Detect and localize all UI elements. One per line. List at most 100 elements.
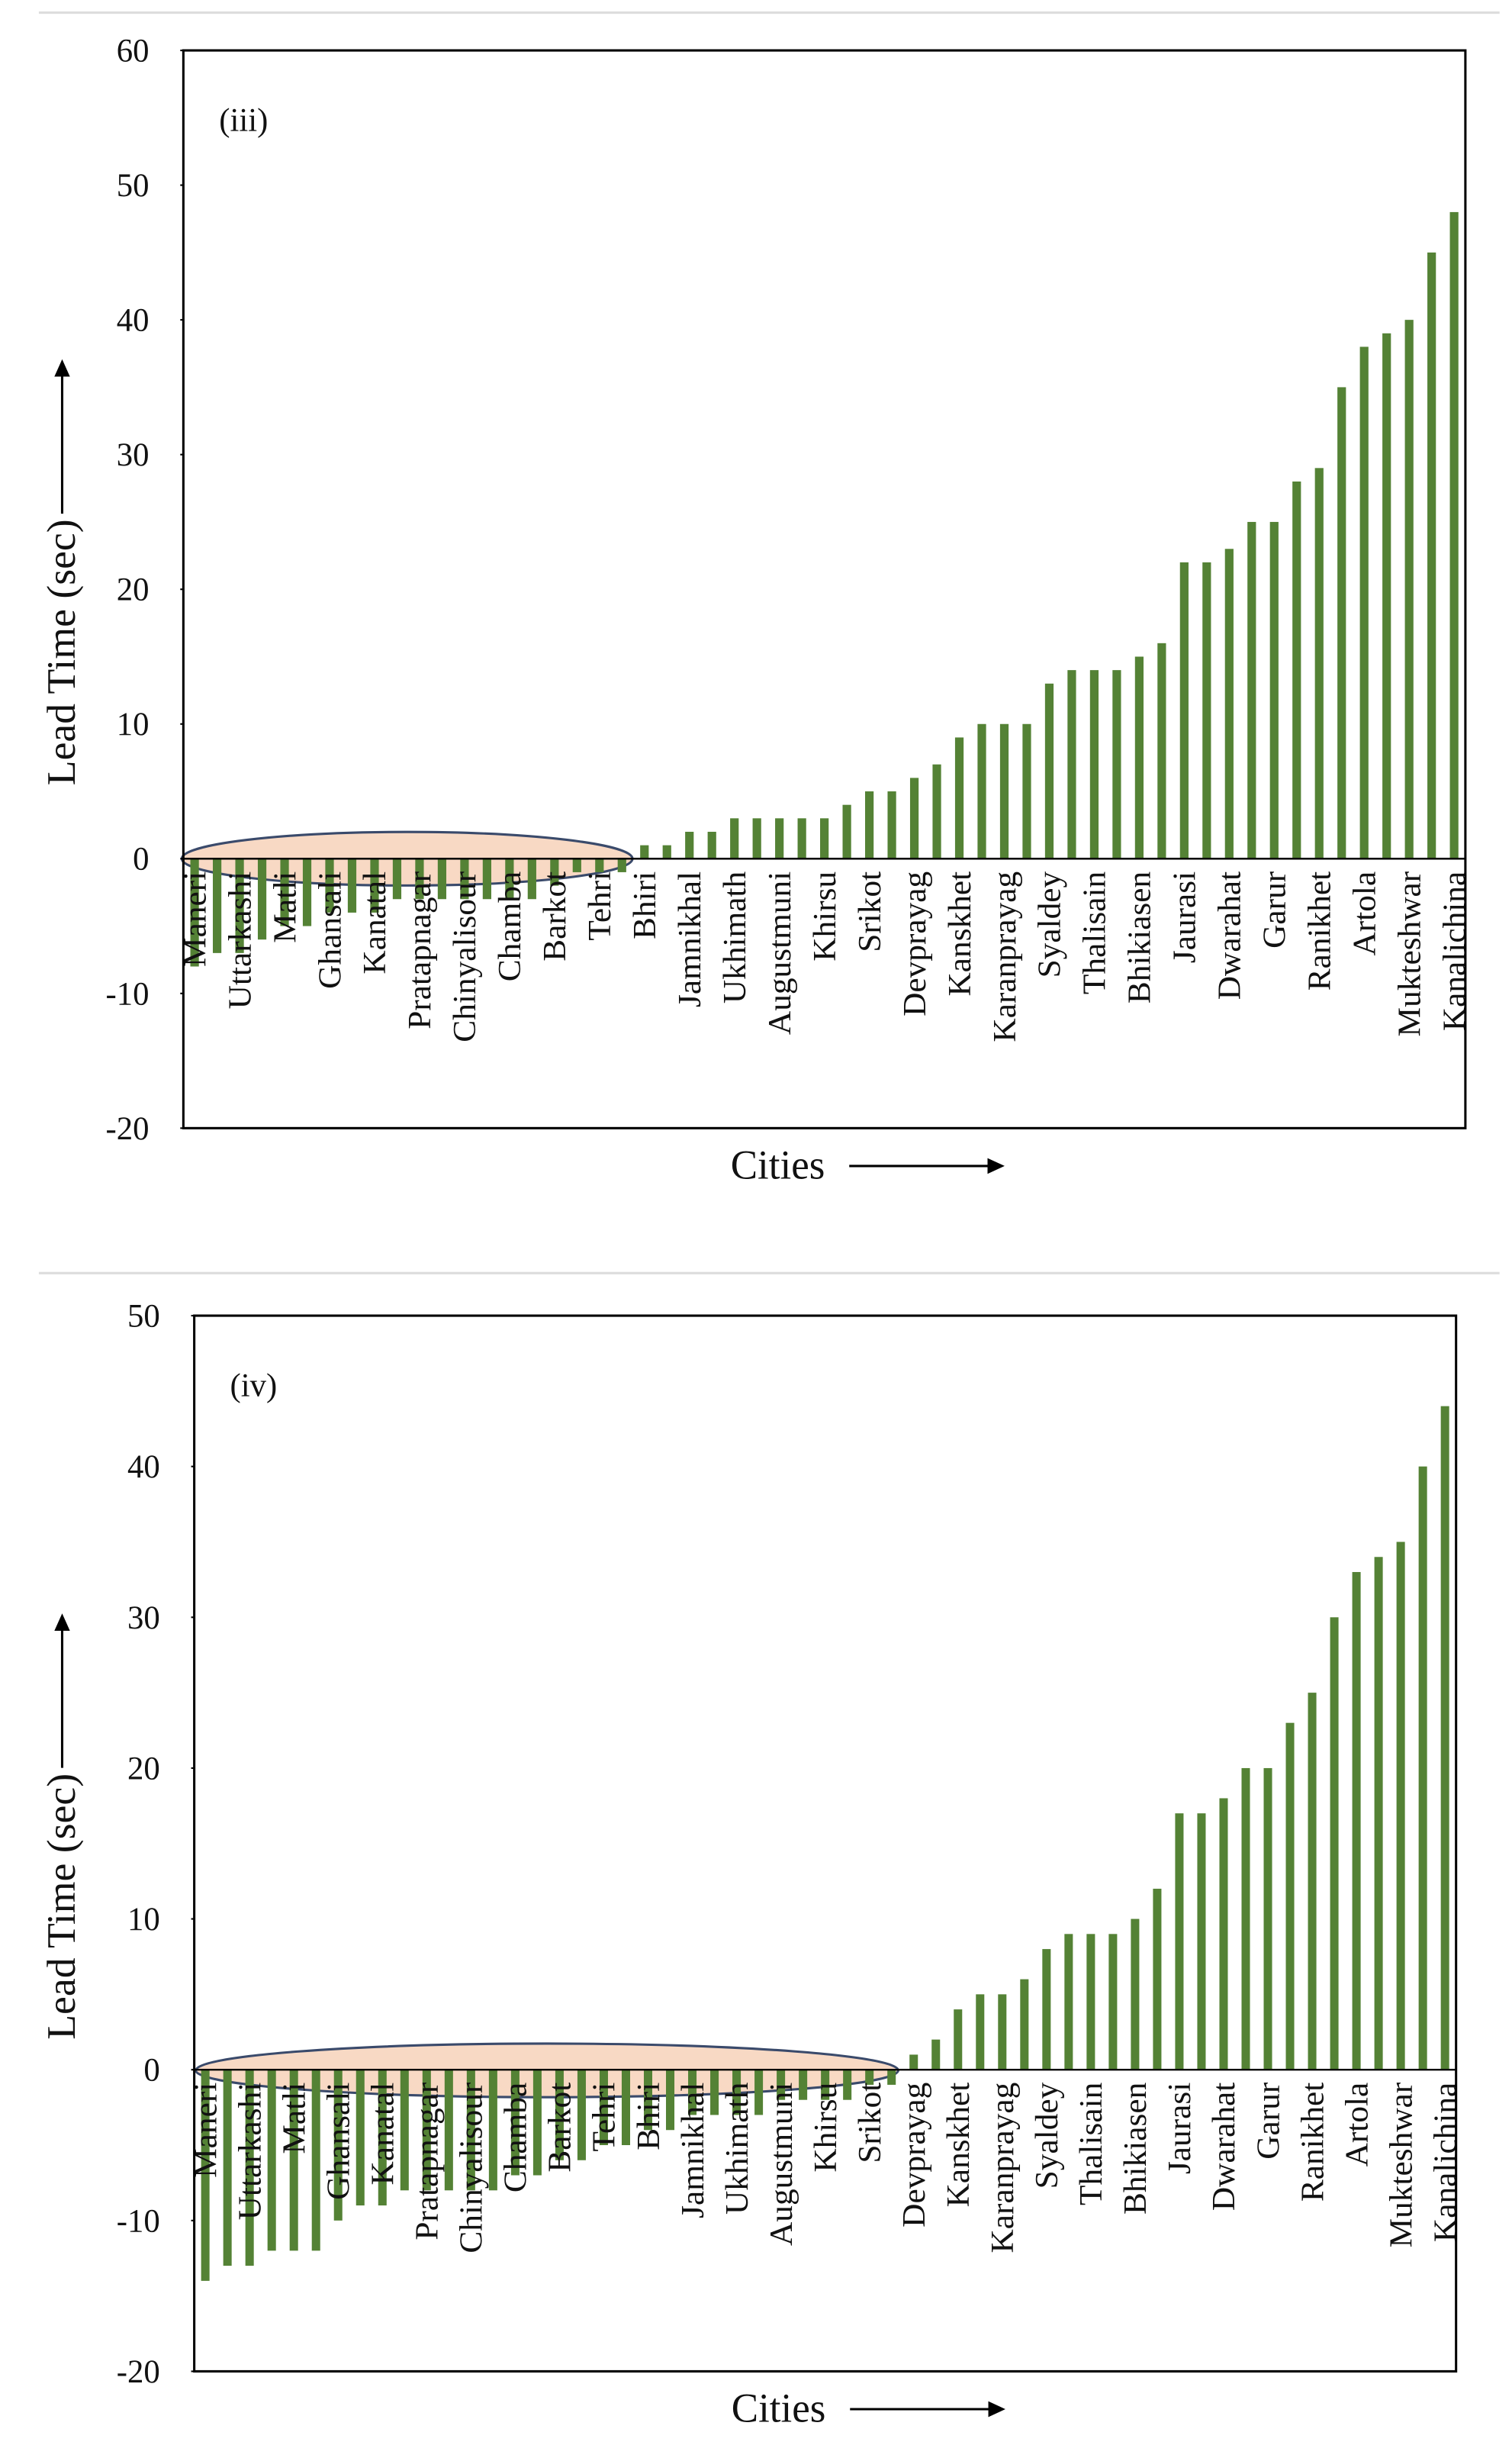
bar [732,2070,742,2115]
x-tick-label: Ghansali [321,2083,357,2200]
bar [1314,468,1324,859]
bar [1086,1934,1095,2070]
bar [223,2070,232,2266]
x-tick-label: Syaldey [1029,2082,1065,2189]
y-tick-label: 40 [117,302,150,338]
x-tick-label: Ghansali [313,871,349,989]
x-tick-label: Chinyalisour [454,2083,490,2253]
bar [370,859,379,913]
y-axis-label: Lead Time (sec) [38,1773,84,2040]
bar [212,859,222,953]
x-tick-label: Khirsu [807,871,843,962]
y-tick-label: 0 [143,2052,159,2088]
bar [1202,562,1211,859]
x-tick-label: Jaurasi [1167,871,1203,963]
bar [1179,562,1189,859]
bar [685,831,694,859]
bar [444,2070,453,2191]
bar [1157,643,1166,859]
y-tick-label: 30 [117,437,150,473]
bar [617,859,626,872]
y-tick-label: -20 [106,1111,150,1147]
panel-label: (iv) [230,1368,277,1403]
x-tick-label: Tehri [587,2083,622,2152]
y-tick-label: -10 [106,976,150,1012]
bar [460,859,469,900]
bar [1352,1572,1361,2070]
bar [1382,333,1391,859]
bar [415,859,424,900]
bar [325,859,334,913]
bar [400,2070,409,2191]
bar [1042,1949,1051,2070]
bar [998,1994,1007,2070]
bar [932,764,941,859]
bar [1285,1722,1295,2070]
x-tick-label: Kanatal [357,871,393,975]
bar [505,859,514,900]
bar [754,2070,764,2115]
x-tick-label: Mukteshwar [1384,2083,1420,2248]
x-tick-label: Jamnikhal [675,2083,711,2218]
bar [1134,656,1144,859]
x-tick-label: Dwarahat [1206,2083,1242,2211]
x-tick-label: Thalisain [1073,2083,1109,2205]
bar [775,818,784,859]
x-tick-label: Chamba [492,871,528,981]
x-tick-label: Mukteshwar [1392,871,1428,1037]
x-tick-label: Khirsu [808,2083,844,2173]
bar [1089,670,1099,859]
bar [1020,1979,1029,2070]
bar [1131,1918,1140,2070]
bar [954,2009,963,2070]
x-tick-label: Artola [1347,871,1383,956]
x-tick-label: Bhiri [631,2083,667,2150]
bar [799,2070,808,2100]
bar [909,778,919,859]
x-tick-label: Srikot [852,871,888,952]
bar [1440,1406,1449,2070]
bar [1175,1813,1184,2070]
x-tick-label: Devprayag [896,2083,932,2228]
bar [201,2070,210,2281]
bar [532,2070,542,2176]
x-tick-label: Kanskhet [942,871,978,997]
bar [1337,387,1346,859]
x-tick-label: Pratapnagar [410,2083,446,2241]
bar [1269,521,1279,859]
x-arrow-head [988,2401,1005,2418]
y-tick-label: 30 [127,1600,160,1636]
x-tick-label: Kanatal [365,2083,401,2186]
y-tick-label: 40 [127,1449,160,1485]
bar [527,859,536,900]
y-tick-label: 20 [127,1751,160,1786]
x-tick-label: Ukhimath [719,2083,755,2215]
bar [777,2070,786,2100]
x-tick-label: Kanalichina [1437,871,1473,1031]
bar [437,859,447,900]
bar [954,737,964,859]
bar [887,791,896,859]
bar [752,818,761,859]
x-tick-label: Kanalichina [1428,2083,1464,2242]
bar [730,818,739,859]
bar [311,2070,320,2251]
bar [257,859,267,940]
bar [482,859,491,900]
bar [887,2070,896,2085]
bar [347,859,357,913]
x-axis-label: Cities [732,2385,826,2431]
bar [1219,1798,1228,2070]
bar [1044,683,1054,859]
bar [931,2039,941,2070]
x-tick-label: Ranikhet [1295,2083,1331,2202]
x-tick-label: Srikot [852,2083,888,2163]
bar [909,2054,918,2070]
bar [707,831,716,859]
y-tick-label: -10 [117,2203,160,2239]
bar [235,859,244,953]
bar [1064,1934,1073,2070]
bar [1224,549,1234,859]
x-tick-label: Uttarkashi [233,2083,269,2221]
